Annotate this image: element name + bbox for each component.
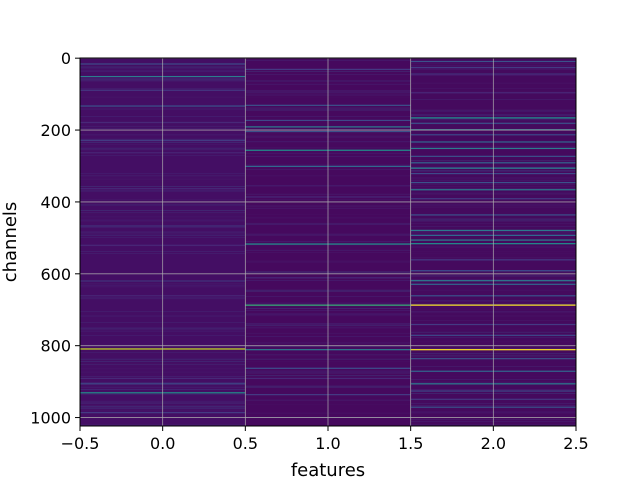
y-axis-label: channels (0, 202, 21, 283)
x-tick-label: 1.0 (315, 434, 340, 453)
x-tick-label: 2.5 (563, 434, 588, 453)
x-tick-label: 2.0 (481, 434, 506, 453)
y-tick-label: 1000 (30, 409, 71, 428)
x-tick-label: −0.5 (61, 434, 100, 453)
x-tick-label: 1.5 (398, 434, 423, 453)
y-tick-label: 600 (40, 265, 71, 284)
x-tick-label: 0.5 (233, 434, 258, 453)
x-axis-label: features (291, 460, 365, 480)
y-tick-label: 400 (40, 193, 71, 212)
plot-area (80, 58, 576, 426)
x-tick-label: 0.0 (150, 434, 175, 453)
y-tick-label: 200 (40, 121, 71, 140)
y-tick-label: 0 (61, 49, 71, 68)
y-tick-label: 800 (40, 337, 71, 356)
